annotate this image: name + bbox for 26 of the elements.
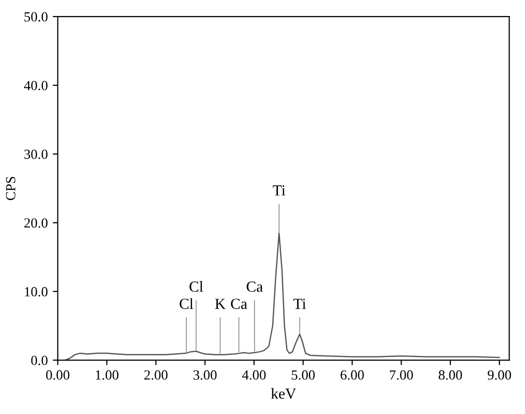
y-axis-title: CPS — [6, 176, 16, 200]
y-tick-label: 30.0 — [24, 150, 48, 160]
annotation: Cl — [190, 281, 204, 292]
x-tick-label: 3.00 — [193, 370, 217, 380]
x-tick-label: 8.00 — [438, 370, 462, 380]
annotation: Ti — [293, 298, 306, 309]
annotation: Cl — [180, 298, 194, 309]
x-tick-label: 4.00 — [242, 370, 266, 380]
y-tick-label: 10.0 — [24, 287, 48, 296]
y-tick-label: 20.0 — [24, 218, 48, 228]
x-tick-label: 7.00 — [390, 370, 413, 380]
annotation: Ca — [230, 298, 248, 309]
x-tick-label: 2.00 — [144, 370, 168, 380]
y-tick-label: 50.0 — [24, 12, 48, 22]
annotation: K — [215, 298, 226, 309]
y-tick-label: 40.0 — [24, 80, 48, 90]
y-tick-label: 0.0 — [31, 356, 48, 366]
x-tick-label: 1.00 — [96, 370, 118, 380]
x-tick-label: 0.00 — [46, 370, 70, 380]
x-tick-label: 5.00 — [292, 370, 315, 380]
annotation: Ca — [246, 282, 263, 292]
x-tick-label: 6.00 — [340, 370, 364, 380]
x-axis-title: keV — [271, 388, 296, 399]
annotation: Ti — [272, 185, 286, 196]
x-tick-label: 9.00 — [488, 370, 512, 380]
line-series — [64, 232, 500, 360]
